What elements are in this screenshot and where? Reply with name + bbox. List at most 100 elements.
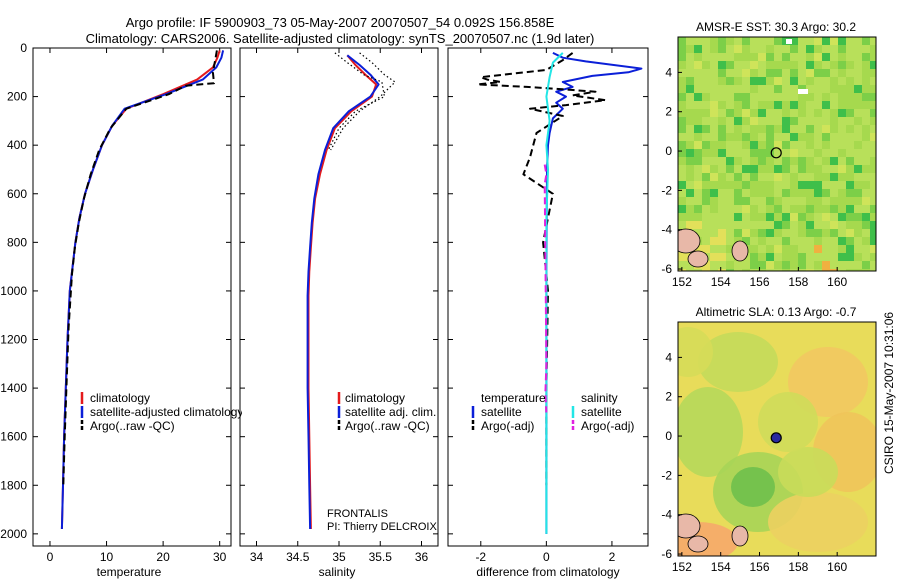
x-tick-label: 152 [672,275,692,289]
sst-cell [734,229,743,238]
salinity-legend: climatology satellite adj. clim. Argo(..… [337,391,436,433]
sst-cell [726,77,735,86]
sst-cell [774,141,783,150]
sst-cell [806,205,815,214]
y-tick-label: 4 [665,65,672,79]
sst-cell [766,93,775,102]
sst-cell [694,149,703,158]
sst-cell [726,109,735,118]
sst-cell [790,245,799,254]
sst-cell [846,213,855,222]
sst-cell [798,149,807,158]
sst-cell [726,213,735,222]
sst-cell [766,157,775,166]
island-landmass [731,525,749,547]
sst-cell [870,77,876,86]
sst-cell [742,173,751,182]
sst-cell [822,237,831,246]
sst-cell [846,173,855,182]
sst-cell [694,221,703,230]
sst-cell [814,269,823,271]
sst-cell [718,245,727,254]
sst-cell [726,173,735,182]
sst-cell [798,221,807,230]
sst-cell [870,165,876,174]
legend-label-argo: Argo(..raw -QC) [345,419,430,433]
x-tick-label: 158 [788,275,808,289]
legend-title-salinity: salinity [581,391,618,405]
sst-cell [774,85,783,94]
sst-cell [814,165,823,174]
sst-cell [742,213,751,222]
x-tick-label: 30 [213,550,227,564]
sst-cell [782,269,791,271]
sst-cell [742,117,751,126]
sst-cell [790,269,799,271]
sst-cell [702,221,711,230]
sst-cell [750,197,759,206]
sst-cell [710,85,719,94]
sst-cell [774,181,783,190]
sst-map-panel: 152 154 156 158 160 -6 -4 -2 0 2 4 [661,36,877,289]
sst-cell [678,157,687,166]
sst-cell [806,261,815,270]
sst-cell [678,125,687,134]
sst-cell [854,45,863,54]
sst-cell [814,101,823,110]
sst-cell [710,77,719,86]
sst-cell [814,125,823,134]
sst-cell [758,205,767,214]
sst-cell [838,61,847,70]
sst-cell [766,77,775,86]
sst-cell [758,229,767,238]
sst-cell [726,197,735,206]
sst-cell [702,205,711,214]
sst-cell [758,269,767,271]
sst-cell [798,37,807,46]
sst-cell [822,53,831,62]
sst-cell [678,181,687,190]
sst-cell [806,173,815,182]
sst-cell [814,221,823,230]
x-tick-label: 10 [100,550,114,564]
sst-cell [830,213,839,222]
island-landmass [678,228,701,254]
sst-cell [710,189,719,198]
sst-cell [686,189,695,198]
sst-cell [774,157,783,166]
sla-anomaly-region [731,467,775,507]
sst-cell [718,189,727,198]
sst-cell [774,237,783,246]
x-tick-label: 35.5 [369,550,393,564]
sst-cell [806,109,815,118]
sst-cell [830,245,839,254]
sst-cell [710,37,719,46]
x-tick-label: -2 [475,550,486,564]
sst-cell [846,269,855,271]
sst-cell [790,133,799,142]
sst-cell [766,205,775,214]
x-tick-label: 154 [711,275,731,289]
sst-cell [838,237,847,246]
sst-cell [750,53,759,62]
sst-cell [718,165,727,174]
sst-cell [678,197,687,206]
sst-cell [758,149,767,158]
sst-cell [838,157,847,166]
sst-cell [862,149,871,158]
sst-cell [838,173,847,182]
argo-location-marker [770,432,782,444]
sst-cell [766,165,775,174]
sst-cell [846,237,855,246]
sst-cell [830,269,839,271]
sst-cell [822,181,831,190]
sst-cell [702,45,711,54]
sst-cell [694,141,703,150]
sst-cell [718,149,727,158]
series-line-argo-raw-qc [62,50,218,486]
sst-cell [686,197,695,206]
x-tick-label: 160 [827,560,847,574]
sst-cell [798,101,807,110]
sst-cell [782,245,791,254]
x-tick-label: 154 [711,560,731,574]
